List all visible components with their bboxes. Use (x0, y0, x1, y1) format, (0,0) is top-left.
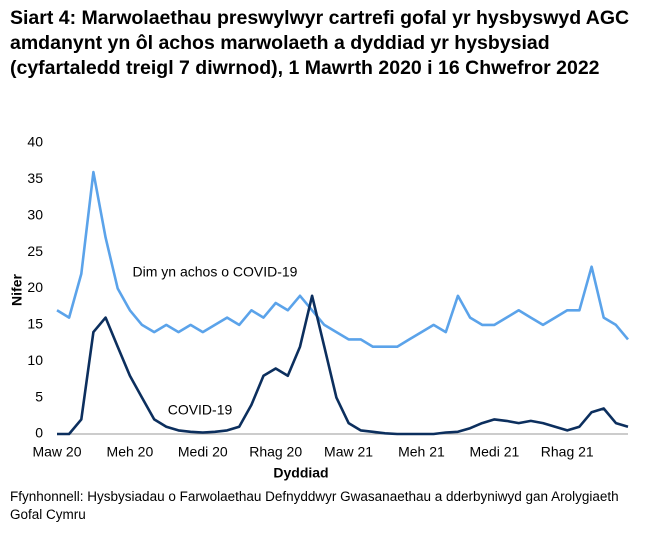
x-axis-label: Dyddiad (273, 465, 328, 481)
x-tick-label: Maw 20 (32, 444, 81, 460)
y-tick-label: 5 (35, 388, 43, 404)
series-line (56, 170, 629, 348)
series-label: Dim yn achos o COVID-19 (133, 264, 298, 280)
y-tick-label: 30 (27, 206, 43, 222)
y-axis-label: Nifer (9, 274, 25, 306)
x-tick-label: Medi 21 (469, 444, 519, 460)
y-tick-label: 15 (27, 316, 43, 332)
y-tick-label: 0 (35, 425, 43, 441)
chart-title: Siart 4: Marwolaethau preswylwyr cartref… (10, 7, 630, 79)
x-tick-label: Meh 20 (107, 444, 154, 460)
x-tick-label: Meh 21 (398, 444, 445, 460)
series-label: COVID-19 (168, 402, 233, 418)
x-tick-label: Rhag 20 (249, 444, 302, 460)
x-tick-label: Medi 20 (178, 444, 228, 460)
y-tick-label: 20 (27, 279, 43, 295)
x-tick-label: Rhag 21 (541, 444, 594, 460)
y-tick-label: 10 (27, 352, 43, 368)
y-tick-label: 35 (27, 170, 43, 186)
y-tick-label: 25 (27, 243, 43, 259)
source-note: Ffynhonnell: Hysbysiadau o Farwolaethau … (10, 489, 619, 522)
y-tick-label: 40 (27, 134, 43, 150)
series-line (57, 294, 629, 436)
x-tick-label: Maw 21 (324, 444, 373, 460)
